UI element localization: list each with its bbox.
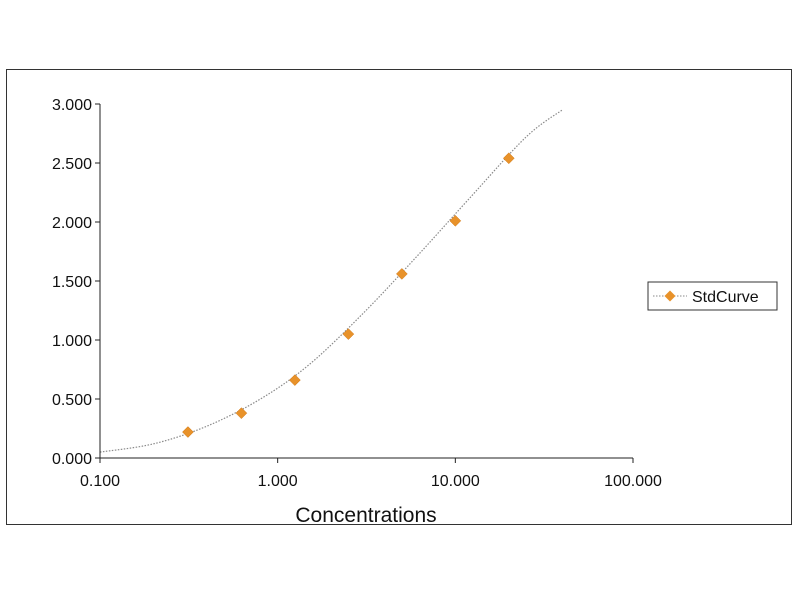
data-point bbox=[342, 328, 355, 340]
data-point bbox=[502, 152, 515, 165]
x-tick-label: 0.100 bbox=[80, 473, 120, 490]
std-curve-chart: 0.000 0.500 1.000 1.500 2.000 2.500 3.000 0.100… bbox=[52, 97, 778, 526]
y-tick-label: 0.000 bbox=[52, 451, 92, 468]
y-tick-label: 2.000 bbox=[52, 215, 92, 232]
legend-label-stdcurve: StdCurve bbox=[692, 289, 759, 306]
fit-curve-line bbox=[99, 109, 563, 453]
y-tick-label: 3.000 bbox=[52, 97, 92, 114]
y-tick-label: 1.500 bbox=[52, 274, 92, 291]
chart-frame: 0.000 0.500 1.000 1.500 2.000 2.500 3.000 0.100… bbox=[6, 69, 792, 526]
legend: StdCurve bbox=[647, 281, 778, 311]
y-tick-label: 0.500 bbox=[52, 392, 92, 409]
x-tick-label: 10.000 bbox=[431, 473, 480, 490]
data-point bbox=[395, 268, 408, 280]
data-point bbox=[449, 214, 462, 227]
x-axis-title: Concentrations bbox=[295, 504, 436, 526]
data-point bbox=[235, 407, 248, 420]
y-tick-label: 2.500 bbox=[52, 156, 92, 173]
data-point bbox=[289, 374, 301, 386]
x-tick-label: 1.000 bbox=[258, 473, 298, 490]
y-tick-label: 1.000 bbox=[52, 333, 92, 350]
x-tick-label: 100.000 bbox=[604, 473, 662, 490]
legend-marker-diamond bbox=[664, 290, 676, 302]
data-point bbox=[182, 426, 194, 438]
